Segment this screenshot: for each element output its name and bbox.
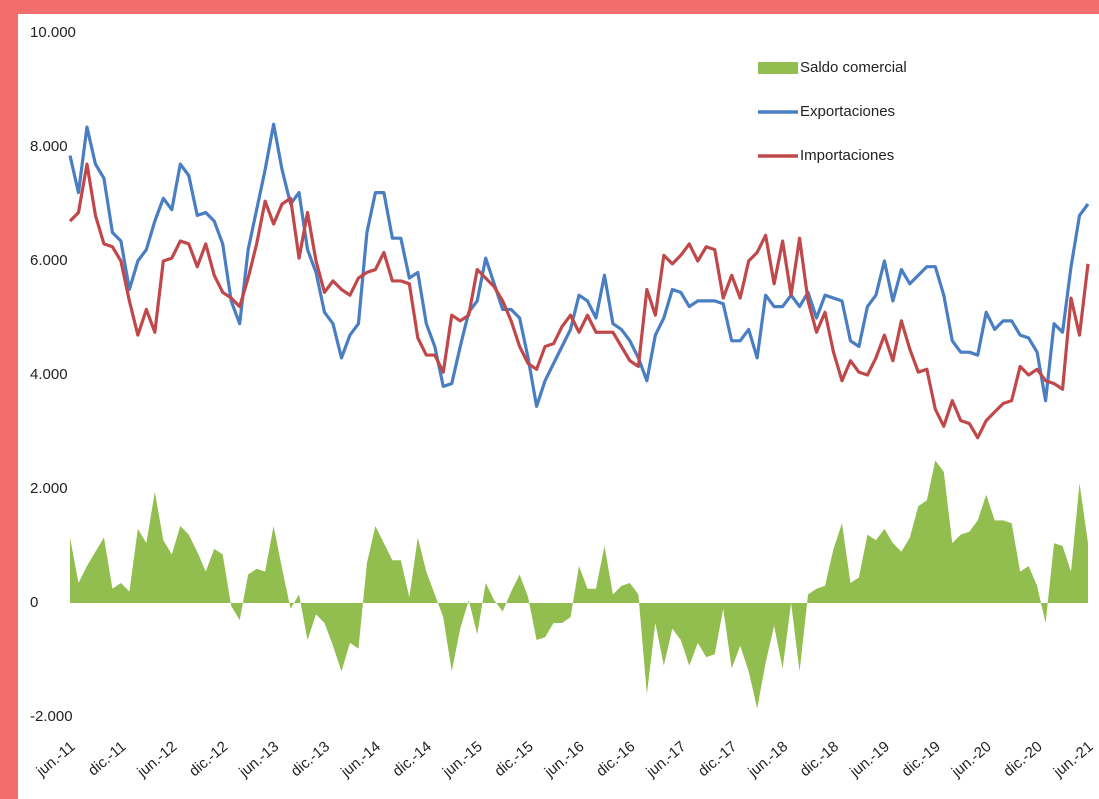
y-tick-label: 10.000 xyxy=(30,24,76,41)
y-tick-label: 0 xyxy=(30,594,38,611)
y-tick-label: 8.000 xyxy=(30,138,68,155)
y-tick-label: 4.000 xyxy=(30,366,68,383)
plot-background xyxy=(18,14,1099,799)
line-series xyxy=(68,162,1090,440)
y-tick-label: -2.000 xyxy=(30,708,73,725)
legend-label: Exportaciones xyxy=(800,103,895,120)
legend-label: Saldo comercial xyxy=(800,59,907,76)
legend-swatch xyxy=(758,62,798,74)
y-tick-label: 6.000 xyxy=(30,252,68,269)
line-series xyxy=(68,122,1090,408)
legend-label: Importaciones xyxy=(800,147,894,164)
area-series xyxy=(70,460,1088,709)
y-tick-label: 2.000 xyxy=(30,480,68,497)
